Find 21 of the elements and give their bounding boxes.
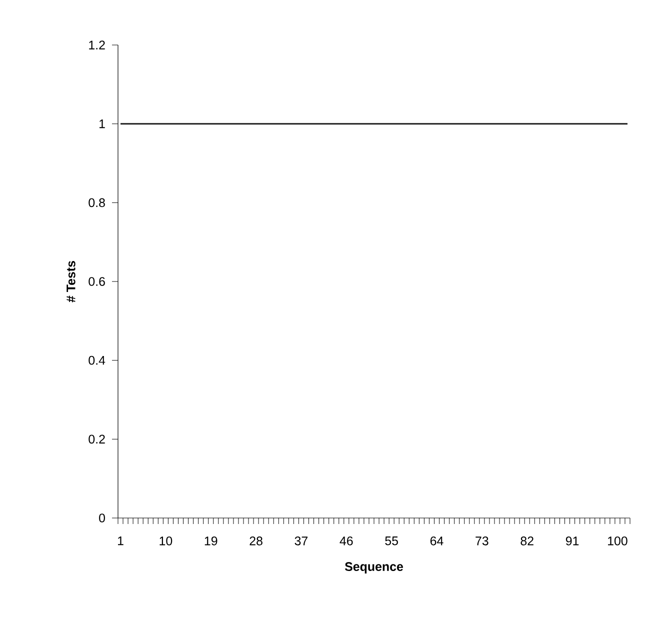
y-axis-title: # Tests <box>66 261 76 302</box>
y-tick-label: 0.8 <box>88 198 105 208</box>
y-tick-label: 0 <box>99 514 105 522</box>
x-tick-label: 46 <box>340 536 353 546</box>
y-tick-label: 0.4 <box>88 356 106 365</box>
y-tick-label: 0.2 <box>88 434 105 444</box>
x-tick-label: 73 <box>476 536 488 546</box>
y-tick-label: 1 <box>100 120 105 128</box>
x-tick-label: 82 <box>520 536 534 546</box>
x-axis-title: Sequence <box>344 562 403 574</box>
y-tick-label: 0.6 <box>88 277 105 286</box>
y-tick-label: 1.2 <box>89 40 105 50</box>
x-tick-label: 1 <box>118 536 124 546</box>
x-tick-label: 64 <box>430 536 444 546</box>
x-tick-label: 10 <box>160 536 172 546</box>
x-tick-label: 91 <box>566 536 579 546</box>
x-tick-label: 28 <box>250 536 262 546</box>
x-tick-label: 55 <box>385 536 398 546</box>
x-tick-label: 100 <box>608 536 628 546</box>
x-tick-label: 37 <box>294 536 308 546</box>
x-tick-label: 19 <box>204 536 218 546</box>
